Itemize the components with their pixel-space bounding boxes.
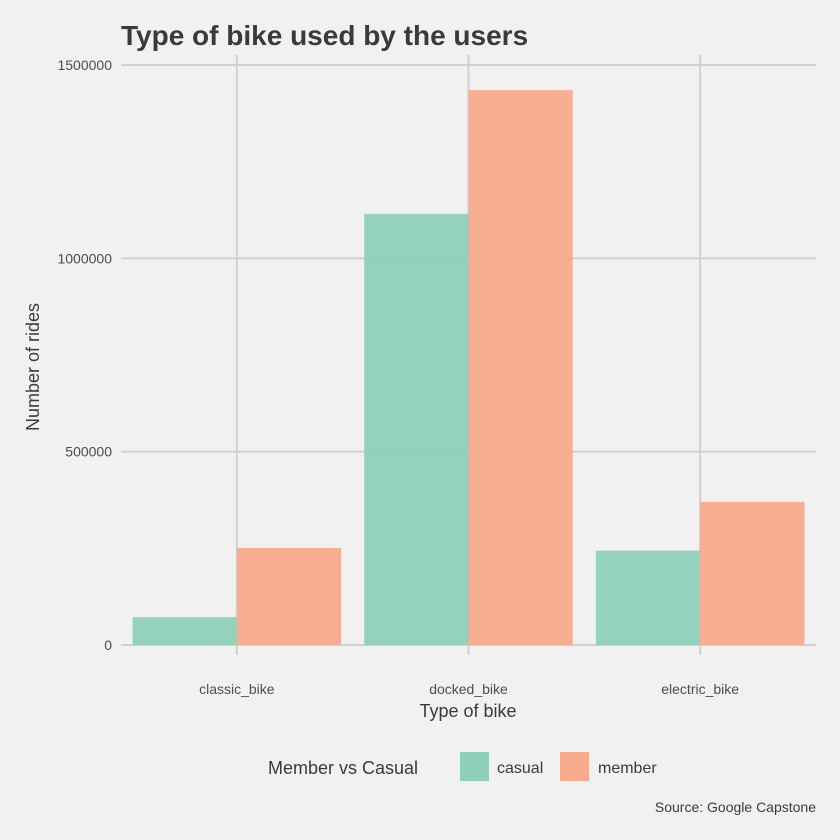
bar-member-docked_bike [468,90,573,646]
legend-label-member: member [598,760,657,777]
bars [132,90,805,646]
bar-member-electric_bike [700,501,805,645]
x-axis-ticks: classic_bike docked_bike electric_bike [199,681,739,697]
legend-title: Member vs Casual [268,758,418,778]
y-tick-label: 0 [104,637,112,653]
x-tick-label: classic_bike [199,681,275,697]
y-axis-ticks: 0 500000 1000000 1500000 [57,57,112,653]
legend-swatch-member [560,752,589,781]
y-tick-label: 500000 [65,444,112,460]
y-axis-title: Number of rides [23,303,43,431]
bar-member-classic_bike [236,547,342,645]
y-tick-label: 1500000 [57,57,112,73]
bar-casual-docked_bike [364,213,469,645]
x-tick-label: electric_bike [661,681,739,697]
chart-title: Type of bike used by the users [121,20,528,51]
x-tick-label: docked_bike [429,681,508,697]
y-tick-label: 1000000 [57,250,112,266]
chart-caption: Source: Google Capstone [655,799,816,815]
legend: Member vs Casual casual member [268,752,657,781]
x-axis-title: Type of bike [419,701,516,721]
bar-casual-electric_bike [595,550,701,645]
legend-label-casual: casual [497,760,543,777]
legend-swatch-casual [460,752,489,781]
bar-casual-classic_bike [132,617,237,645]
